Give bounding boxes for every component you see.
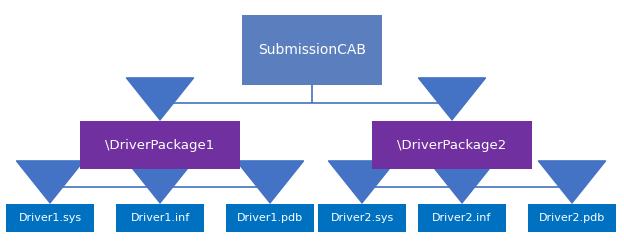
FancyBboxPatch shape [6,204,94,232]
Text: Driver2.pdb: Driver2.pdb [539,213,605,223]
FancyBboxPatch shape [116,204,204,232]
Text: Driver2.sys: Driver2.sys [330,213,394,223]
Text: Driver1.pdb: Driver1.pdb [237,213,303,223]
FancyBboxPatch shape [418,204,506,232]
FancyBboxPatch shape [528,204,616,232]
Text: Driver1.sys: Driver1.sys [19,213,82,223]
Text: SubmissionCAB: SubmissionCAB [258,43,366,57]
FancyBboxPatch shape [242,15,382,85]
FancyBboxPatch shape [226,204,314,232]
Text: \DriverPackage1: \DriverPackage1 [105,139,215,151]
FancyBboxPatch shape [318,204,406,232]
Text: Driver1.inf: Driver1.inf [130,213,190,223]
FancyBboxPatch shape [80,121,240,169]
Text: \DriverPackage2: \DriverPackage2 [397,139,507,151]
Text: Driver2.inf: Driver2.inf [432,213,492,223]
FancyBboxPatch shape [372,121,532,169]
